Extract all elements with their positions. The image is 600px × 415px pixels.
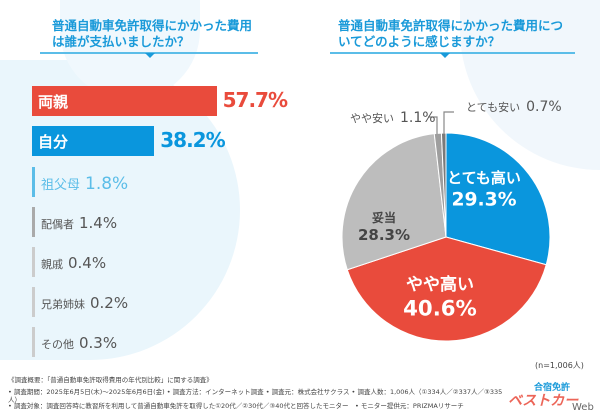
pie-slice: [445, 132, 551, 266]
bar: [32, 207, 35, 237]
title-pointer: [145, 53, 155, 58]
bar-value-label: 57.7%: [222, 88, 288, 112]
bar-value-label: 0.4%: [68, 254, 107, 272]
bar-chart-title: 普通自動車免許取得にかかった費用は誰が支払いましたか？: [52, 18, 253, 49]
logo-text: 合宿免許: [534, 383, 571, 393]
bar-category-label: 両親: [38, 93, 69, 111]
pie-category-label: 妥当: [372, 210, 396, 225]
bar-category-label: 祖父母: [41, 178, 81, 193]
bar-category-label: その他: [41, 338, 74, 351]
title-underline: [40, 52, 258, 54]
bar-category-label: 自分: [38, 133, 69, 151]
bar-label-group: 祖父母 1.8%: [41, 174, 128, 194]
title-underline: [330, 52, 575, 54]
bar-value-label: 0.3%: [79, 334, 118, 352]
pie-value-label: 28.3%: [358, 226, 410, 244]
bar-label-group: 兄弟姉妹 0.2%: [41, 294, 128, 312]
bar-category-label: 親戚: [41, 258, 63, 271]
pie-value-label: 29.3%: [451, 190, 516, 211]
bar-label-group: その他 0.3%: [41, 334, 117, 352]
bar: [32, 247, 35, 277]
bar-value-label: 38.2%: [160, 128, 225, 152]
bar: 自分: [32, 126, 155, 156]
pie-category-label: やや安い: [350, 111, 394, 125]
pie-category-label: やや高い: [406, 274, 474, 295]
pie-label: やや安い 1.1%: [350, 110, 436, 126]
pie-chart-title: 普通自動車免許取得にかかった費用についてどのように感じますか？: [338, 18, 564, 49]
bar-label-group: 配偶者 1.4%: [41, 214, 117, 232]
footer-line: • 調査対象：調査回答時に教習所を利用して普通自動車免許を取得した①20代／②3…: [8, 402, 464, 410]
logo-text: Web: [572, 402, 594, 413]
pie-category-label: とても安い: [466, 100, 520, 114]
bar-category-label: 兄弟姉妹: [41, 298, 85, 311]
leader-line: [428, 116, 438, 134]
logo-text: ベストカー: [508, 393, 579, 409]
pie-slice: [346, 236, 547, 342]
pie-label: やや高い 40.6%: [403, 274, 477, 322]
bar-value-label: 1.4%: [79, 214, 118, 232]
footer-line: 《調査概要：「普通自動車免許取得費用の年代別比較」に関する調査》: [8, 376, 213, 384]
bar: [32, 327, 35, 357]
bar: [32, 287, 35, 317]
sample-size-note: (n=1,006人): [535, 361, 584, 370]
bar: 両親: [32, 86, 217, 116]
pie-label: とても高い 29.3%: [447, 169, 521, 211]
pie-value-label: 0.7%: [526, 99, 562, 115]
bar-category-label: 配偶者: [41, 218, 74, 231]
title-pointer: [440, 53, 450, 58]
bar-value-label: 1.8%: [85, 174, 129, 194]
pie-value-label: 40.6%: [403, 297, 477, 322]
bar: [32, 167, 35, 197]
footer-line: • 調査期間：2025年6月5日(木)〜2025年6月6日(金) • 調査方法：…: [8, 388, 503, 404]
pie-slice: [341, 133, 447, 271]
pie-category-label: とても高い: [447, 169, 521, 187]
bar-value-label: 0.2%: [90, 294, 129, 312]
bar-label-group: 親戚 0.4%: [41, 254, 106, 272]
pie-label: とても安い 0.7%: [466, 99, 562, 115]
logo: 合宿免許 ベストカー Web: [508, 380, 598, 415]
pie-label: 妥当 28.3%: [358, 210, 410, 244]
leader-line: [443, 111, 454, 134]
pie-value-label: 1.1%: [400, 110, 436, 126]
